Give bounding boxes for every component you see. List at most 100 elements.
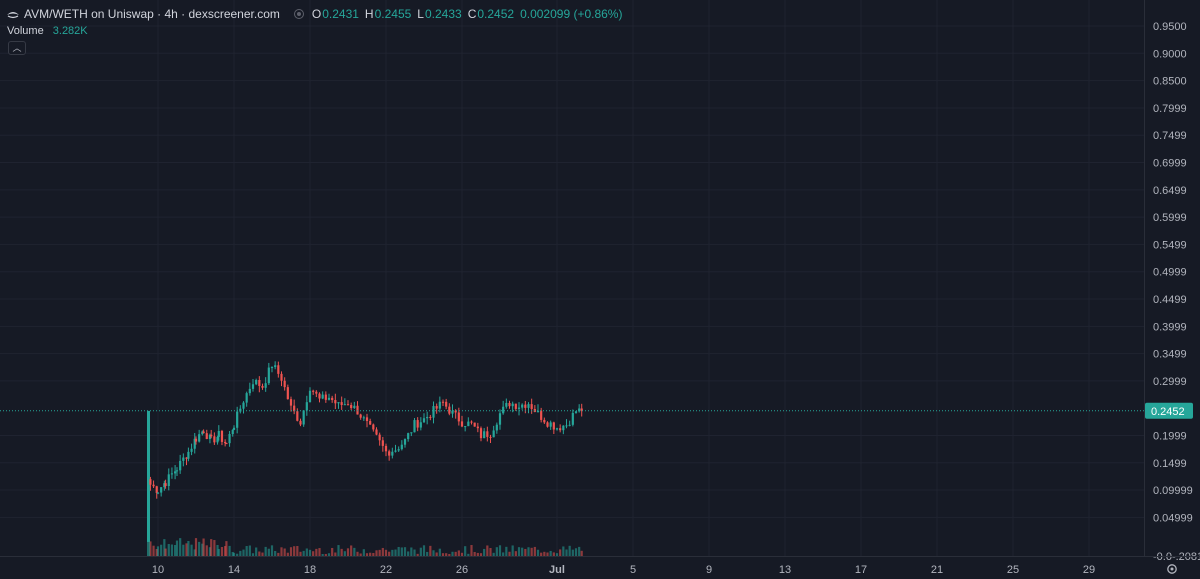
chart-settings-icon[interactable] [1165,562,1179,576]
candle [258,380,261,386]
candle [407,433,410,440]
volume-bar [201,543,204,556]
candle [356,405,359,415]
price-tick-label: 0.6499 [1153,185,1187,197]
volume-bar [473,551,476,556]
candle [467,421,470,427]
volume-bar [190,544,193,556]
dexscreener-logo-icon [7,12,19,19]
candle [448,406,451,414]
price-tick-label: 0.9000 [1153,48,1187,60]
volume-bar [394,549,397,556]
volume-bar [470,545,473,556]
volume-bar [242,549,245,556]
candle [334,400,337,404]
volume-bar [174,545,177,556]
candle [384,445,388,452]
candle [483,431,486,439]
last-price-label: 0.2452 [1151,406,1185,418]
volume-label: Volume [7,25,44,37]
candle [359,414,362,418]
volume-bar [533,546,536,556]
candle [540,410,543,420]
volume-bar [350,545,353,556]
visibility-toggle-icon[interactable] [293,9,304,19]
volume-bar [419,547,422,556]
candle [372,424,375,430]
candle [362,417,365,419]
volume-bar [429,545,432,556]
candle [530,404,533,409]
last-price-badge [1145,402,1193,419]
candle [552,422,555,430]
volume-bar [508,551,511,556]
time-axis-divider [0,556,1200,557]
candle [524,404,527,408]
candle [239,408,242,412]
volume-bar [160,544,163,556]
volume-bar [270,545,274,556]
ohlc-low-label: L [417,7,424,21]
volume-bar [388,551,391,556]
candle [454,410,457,413]
price-tick-label: 0.8500 [1153,76,1187,88]
candle [365,417,369,422]
candle [410,432,413,434]
candle [451,410,454,414]
candle [568,424,571,426]
volume-bar [441,553,445,556]
volume-legend: Volume 3.282K [7,24,88,38]
volume-bar [155,549,158,556]
volume-bar [580,550,583,556]
candle [305,402,308,411]
candle [149,479,152,485]
volume-bar [460,552,464,556]
volume-bar [397,546,400,556]
time-tick-label: 22 [380,564,392,576]
volume-bar [216,544,219,556]
candle [489,436,492,438]
volume-bar [264,546,267,556]
candle [562,425,565,431]
volume-bar [464,546,467,556]
volume-bar [378,549,381,556]
candle [495,424,498,431]
volume-bar [208,547,212,556]
volume-bar [426,551,429,556]
candle [277,365,280,374]
time-tick-label: 13 [779,564,791,576]
candle [378,434,381,441]
ohlc-change-value: 0.002099 (+0.86%) [520,7,623,21]
volume-bar [362,549,365,556]
candle [578,408,581,412]
volume-bar [156,546,160,556]
volume-bar [502,552,505,556]
candle [170,473,174,475]
volume-bar [198,541,201,556]
volume-bar [403,547,407,556]
candle [201,431,204,435]
volume-bar [224,546,227,556]
candle [175,470,179,472]
volume-bar [318,548,321,556]
time-tick-label: 14 [228,564,240,576]
candle [220,430,224,442]
volume-bar [571,549,574,556]
candle [391,451,394,456]
candle [432,406,435,418]
candle [479,428,483,439]
volume-bar [280,547,283,556]
candle [264,383,267,388]
volume-bar [312,551,315,556]
collapse-legend-button[interactable]: ︿ [8,41,26,55]
candle [464,426,467,428]
volume-bar [565,549,568,556]
candle [350,405,353,409]
price-tick-label: 0.9500 [1153,21,1187,33]
volume-bar [334,552,337,556]
price-tick-label: 0.1999 [1153,431,1187,443]
candle [318,393,321,399]
volume-bar [552,552,555,556]
